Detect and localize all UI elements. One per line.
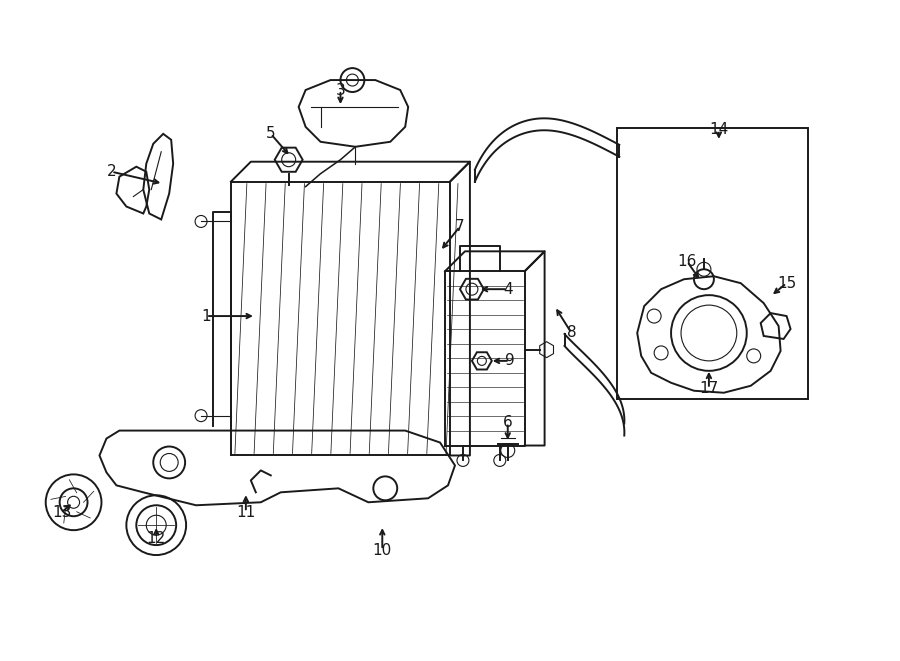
Text: 16: 16 (678, 254, 697, 269)
Text: 7: 7 (455, 219, 464, 234)
Text: 9: 9 (505, 354, 515, 368)
Text: 15: 15 (777, 276, 797, 291)
Text: 17: 17 (699, 381, 718, 396)
Text: 13: 13 (52, 505, 71, 520)
Text: 2: 2 (106, 164, 116, 179)
Text: 11: 11 (236, 505, 256, 520)
Text: 1: 1 (202, 309, 211, 324)
Text: 6: 6 (503, 415, 513, 430)
Text: 12: 12 (147, 531, 166, 545)
Text: 4: 4 (503, 282, 513, 297)
Text: 14: 14 (709, 122, 728, 137)
Bar (617, 128, 808, 399)
Text: 3: 3 (336, 83, 346, 98)
Text: 8: 8 (567, 325, 576, 340)
Text: 10: 10 (373, 543, 392, 558)
Text: 5: 5 (266, 126, 275, 141)
